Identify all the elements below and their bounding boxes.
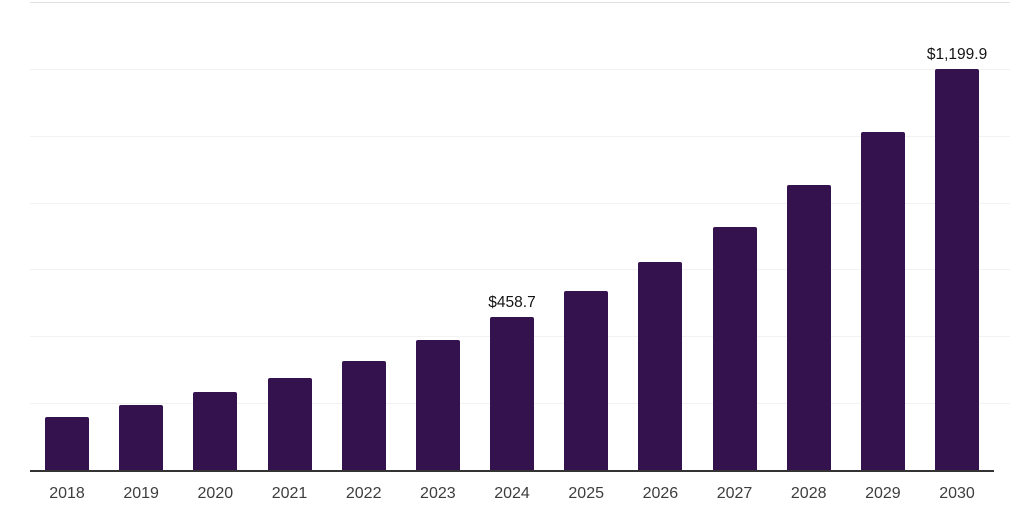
x-tick-2027: 2027 xyxy=(716,485,753,502)
x-tick-2021: 2021 xyxy=(271,485,308,502)
x-axis-line xyxy=(30,470,994,472)
bar-2020 xyxy=(193,392,238,470)
plot-area: $458.7 $1,199.9 xyxy=(30,2,1010,470)
x-tick-2026: 2026 xyxy=(642,485,679,502)
bar-2018 xyxy=(45,416,89,470)
bar-2028 xyxy=(786,185,831,470)
gridline-1400 xyxy=(30,2,1010,3)
x-tick-2028: 2028 xyxy=(790,485,827,502)
x-tick-2019: 2019 xyxy=(123,485,159,502)
bar-2021 xyxy=(267,378,312,470)
bar-2027 xyxy=(712,227,757,470)
x-tick-2023: 2023 xyxy=(420,485,456,502)
x-tick-2029: 2029 xyxy=(865,485,901,502)
gridline-1000 xyxy=(30,135,1010,137)
bar-2019 xyxy=(119,405,164,470)
x-tick-2024: 2024 xyxy=(494,485,530,502)
x-tick-2018: 2018 xyxy=(49,485,85,502)
gridline-600 xyxy=(30,269,1010,271)
gridline-800 xyxy=(30,202,1010,204)
bar-value-label-2024: $458.7 xyxy=(488,294,536,312)
bar-2023 xyxy=(415,340,460,470)
bar-2025 xyxy=(564,291,609,470)
x-tick-2025: 2025 xyxy=(568,485,604,502)
x-tick-2030: 2030 xyxy=(939,485,975,502)
x-tick-2020: 2020 xyxy=(197,485,234,502)
bar-2026 xyxy=(638,262,683,470)
bar-2029 xyxy=(860,132,905,470)
gridline-1200 xyxy=(30,68,1010,70)
bar-value-label-2030: $1,199.9 xyxy=(926,46,988,64)
bar-2030 xyxy=(935,68,980,470)
bar-2022 xyxy=(341,360,386,470)
bar-2024 xyxy=(490,316,535,470)
x-tick-2022: 2022 xyxy=(345,485,382,502)
